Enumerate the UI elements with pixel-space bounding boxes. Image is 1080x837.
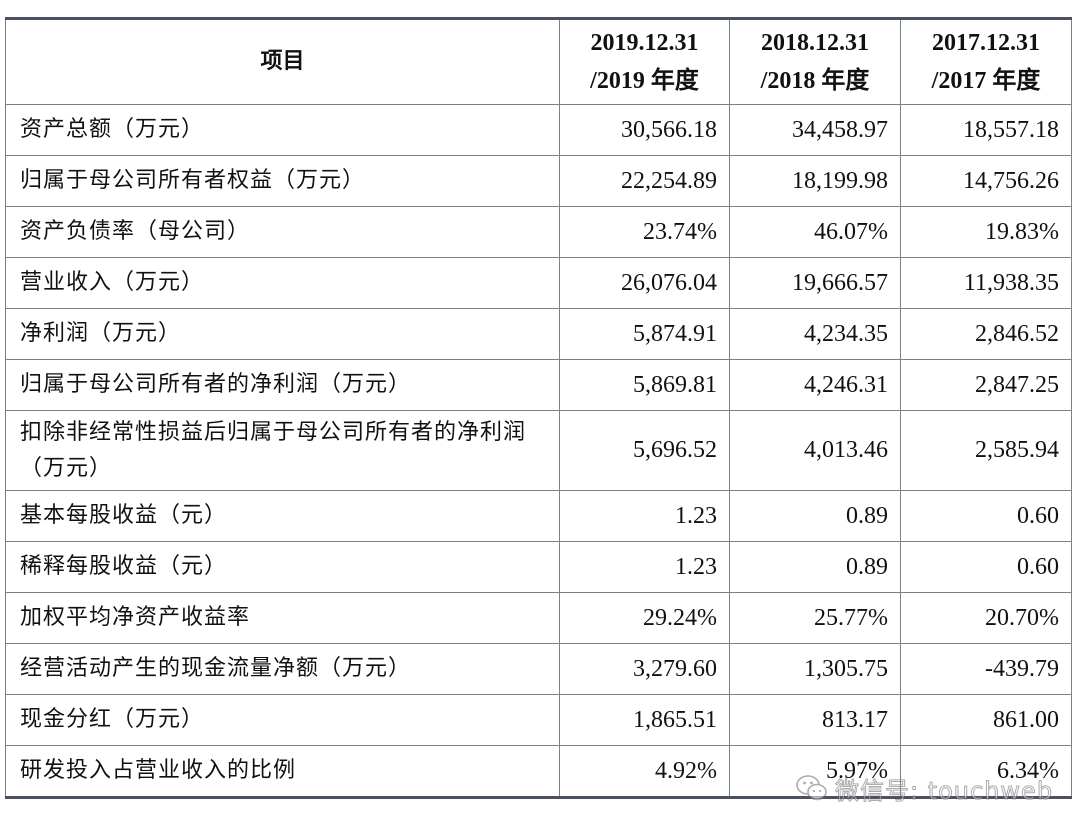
cell-2019: 3,279.60 bbox=[559, 643, 730, 695]
cell-2018: 19,666.57 bbox=[729, 257, 901, 309]
table-row: 归属于母公司所有者的净利润（万元） 5,869.81 4,246.31 2,84… bbox=[5, 359, 1072, 411]
cell-2019: 1.23 bbox=[559, 490, 730, 542]
cell-2019: 23.74% bbox=[559, 206, 730, 258]
cell-2017: 20.70% bbox=[900, 592, 1072, 644]
header-2017: 2017.12.31/2017 年度 bbox=[900, 17, 1072, 105]
cell-2017: 19.83% bbox=[900, 206, 1072, 258]
cell-2018: 4,234.35 bbox=[729, 308, 901, 360]
row-label: 营业收入（万元） bbox=[5, 257, 560, 309]
cell-2019: 29.24% bbox=[559, 592, 730, 644]
table-row: 现金分红（万元） 1,865.51 813.17 861.00 bbox=[5, 694, 1072, 746]
header-2018: 2018.12.31/2018 年度 bbox=[729, 17, 901, 105]
header-2019: 2019.12.31/2019 年度 bbox=[559, 17, 730, 105]
cell-2018: 4,013.46 bbox=[729, 410, 901, 491]
header-2019-date: 2019.12.31 bbox=[590, 30, 699, 56]
cell-2018: 25.77% bbox=[729, 592, 901, 644]
cell-2018: 46.07% bbox=[729, 206, 901, 258]
row-label: 资产负债率（母公司） bbox=[5, 206, 560, 258]
cell-2018: 0.89 bbox=[729, 541, 901, 593]
cell-2019: 30,566.18 bbox=[559, 104, 730, 156]
cell-2019: 5,869.81 bbox=[559, 359, 730, 411]
table-row: 营业收入（万元） 26,076.04 19,666.57 11,938.35 bbox=[5, 257, 1072, 309]
cell-2017: 0.60 bbox=[900, 490, 1072, 542]
header-2018-date: 2018.12.31 bbox=[761, 30, 869, 56]
header-2017-year: /2017 年度 bbox=[931, 68, 1041, 94]
table-row: 加权平均净资产收益率 29.24% 25.77% 20.70% bbox=[5, 592, 1072, 644]
table-header-row: 项目 2019.12.31/2019 年度 2018.12.31/2018 年度… bbox=[5, 17, 1072, 105]
cell-2017: 861.00 bbox=[900, 694, 1072, 746]
row-label: 归属于母公司所有者的净利润（万元） bbox=[5, 359, 560, 411]
table-row: 资产负债率（母公司） 23.74% 46.07% 19.83% bbox=[5, 206, 1072, 258]
cell-2017: 11,938.35 bbox=[900, 257, 1072, 309]
table-row: 研发投入占营业收入的比例 4.92% 5.97% 6.34% bbox=[5, 745, 1072, 799]
header-item: 项目 bbox=[5, 17, 560, 105]
cell-2017: 6.34% bbox=[900, 745, 1072, 799]
cell-2017: 2,846.52 bbox=[900, 308, 1072, 360]
cell-2017: 2,847.25 bbox=[900, 359, 1072, 411]
row-label: 现金分红（万元） bbox=[5, 694, 560, 746]
row-label: 归属于母公司所有者权益（万元） bbox=[5, 155, 560, 207]
cell-2017: 0.60 bbox=[900, 541, 1072, 593]
row-label: 资产总额（万元） bbox=[5, 104, 560, 156]
cell-2019: 4.92% bbox=[559, 745, 730, 799]
header-2017-date: 2017.12.31 bbox=[932, 30, 1040, 56]
table-row: 扣除非经常性损益后归属于母公司所有者的净利润（万元） 5,696.52 4,01… bbox=[5, 410, 1072, 491]
cell-2018: 5.97% bbox=[729, 745, 901, 799]
header-2018-year: /2018 年度 bbox=[760, 68, 870, 94]
cell-2017: 18,557.18 bbox=[900, 104, 1072, 156]
cell-2019: 1,865.51 bbox=[559, 694, 730, 746]
table-row: 基本每股收益（元） 1.23 0.89 0.60 bbox=[5, 490, 1072, 542]
cell-2017: 2,585.94 bbox=[900, 410, 1072, 491]
cell-2019: 5,874.91 bbox=[559, 308, 730, 360]
cell-2017: -439.79 bbox=[900, 643, 1072, 695]
row-label: 加权平均净资产收益率 bbox=[5, 592, 560, 644]
cell-2019: 5,696.52 bbox=[559, 410, 730, 491]
cell-2019: 1.23 bbox=[559, 541, 730, 593]
row-label: 研发投入占营业收入的比例 bbox=[5, 745, 560, 799]
cell-2019: 26,076.04 bbox=[559, 257, 730, 309]
table-row: 稀释每股收益（元） 1.23 0.89 0.60 bbox=[5, 541, 1072, 593]
financial-summary-table: 项目 2019.12.31/2019 年度 2018.12.31/2018 年度… bbox=[5, 17, 1072, 799]
cell-2019: 22,254.89 bbox=[559, 155, 730, 207]
table-row: 净利润（万元） 5,874.91 4,234.35 2,846.52 bbox=[5, 308, 1072, 360]
row-label: 扣除非经常性损益后归属于母公司所有者的净利润（万元） bbox=[5, 410, 560, 491]
row-label: 稀释每股收益（元） bbox=[5, 541, 560, 593]
row-label: 净利润（万元） bbox=[5, 308, 560, 360]
table-row: 资产总额（万元） 30,566.18 34,458.97 18,557.18 bbox=[5, 104, 1072, 156]
cell-2018: 34,458.97 bbox=[729, 104, 901, 156]
cell-2018: 1,305.75 bbox=[729, 643, 901, 695]
table-row: 经营活动产生的现金流量净额（万元） 3,279.60 1,305.75 -439… bbox=[5, 643, 1072, 695]
cell-2018: 18,199.98 bbox=[729, 155, 901, 207]
cell-2018: 813.17 bbox=[729, 694, 901, 746]
cell-2018: 0.89 bbox=[729, 490, 901, 542]
cell-2018: 4,246.31 bbox=[729, 359, 901, 411]
table-row: 归属于母公司所有者权益（万元） 22,254.89 18,199.98 14,7… bbox=[5, 155, 1072, 207]
header-2019-year: /2019 年度 bbox=[590, 68, 699, 94]
row-label: 经营活动产生的现金流量净额（万元） bbox=[5, 643, 560, 695]
row-label: 基本每股收益（元） bbox=[5, 490, 560, 542]
cell-2017: 14,756.26 bbox=[900, 155, 1072, 207]
